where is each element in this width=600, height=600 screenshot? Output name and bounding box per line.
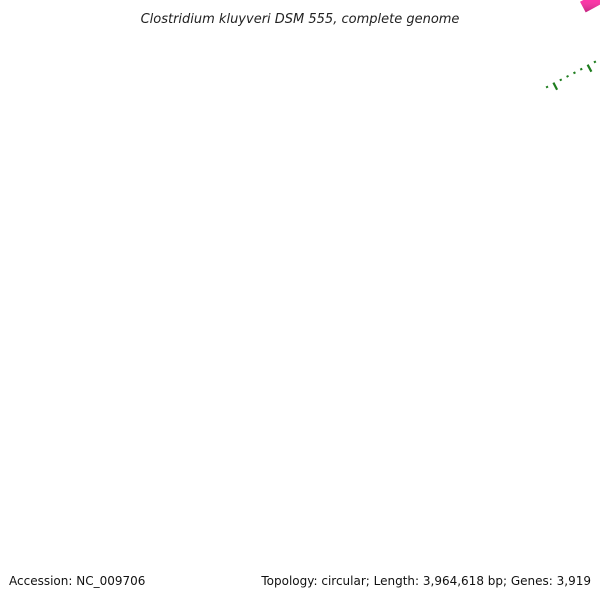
topology-text: Topology: circular; Length: 3,964,618 bp…: [261, 574, 591, 588]
outer-tick: [586, 64, 593, 73]
outer-tick: [579, 67, 583, 71]
outer-tick: [593, 60, 597, 64]
outer-tick: [545, 85, 549, 89]
gene-feature-ring: [580, 0, 600, 13]
outer-tick-ring: [545, 60, 597, 91]
gene-feature-shade: [580, 0, 600, 13]
outer-tick: [559, 78, 563, 82]
outer-tick: [552, 82, 559, 91]
outer-tick: [573, 71, 576, 75]
accession-text: Accession: NC_009706: [9, 574, 146, 588]
outer-tick: [566, 74, 569, 78]
map-title: Clostridium kluyveri DSM 555, complete g…: [141, 12, 460, 27]
